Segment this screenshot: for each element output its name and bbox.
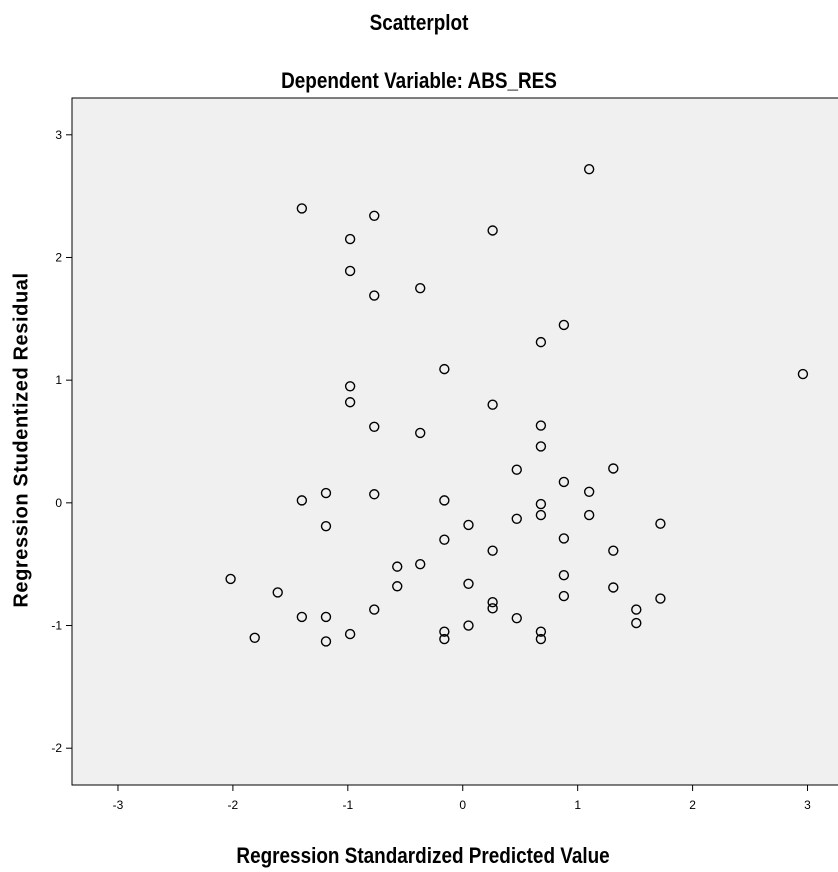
data-point — [608, 463, 619, 474]
data-point — [272, 587, 283, 598]
data-point — [487, 225, 498, 236]
data-point — [655, 593, 666, 604]
data-point — [511, 612, 522, 624]
y-tick-label: 2 — [55, 250, 62, 264]
data-point — [535, 420, 547, 431]
data-point — [463, 519, 474, 531]
y-tick-label: -2 — [51, 741, 62, 755]
y-tick-label: -1 — [51, 619, 62, 633]
x-tick-label: -3 — [113, 798, 124, 812]
y-tick-label: 0 — [55, 496, 62, 510]
data-point — [535, 633, 547, 645]
data-point — [320, 611, 332, 623]
data-point — [655, 518, 666, 529]
data-points — [225, 163, 809, 647]
data-point — [296, 203, 308, 214]
x-axis: -3 -2 -1 0 1 2 3 — [113, 785, 811, 812]
data-point — [487, 399, 498, 410]
data-point — [535, 509, 547, 521]
data-point — [344, 397, 356, 408]
data-point — [369, 489, 380, 500]
x-tick-label: -2 — [228, 798, 239, 812]
data-point — [344, 265, 356, 277]
data-point — [344, 233, 356, 245]
data-point — [535, 441, 547, 452]
data-point — [797, 368, 809, 380]
data-point — [249, 632, 260, 643]
x-tick-label: 0 — [459, 798, 466, 812]
data-point — [463, 578, 474, 590]
data-point — [439, 495, 450, 506]
data-point — [439, 534, 450, 545]
data-point — [558, 319, 570, 331]
data-point — [487, 545, 498, 556]
data-point — [320, 520, 332, 532]
data-point — [487, 603, 498, 614]
data-point — [558, 570, 570, 581]
data-point — [583, 509, 595, 521]
y-axis: -2 -1 0 1 2 3 — [51, 128, 72, 755]
data-point — [415, 558, 426, 570]
x-tick-label: -1 — [342, 798, 353, 812]
data-point — [558, 533, 570, 544]
data-point — [535, 626, 547, 637]
data-point — [369, 210, 380, 221]
data-point — [415, 282, 426, 294]
data-point — [320, 487, 332, 499]
data-point — [225, 573, 236, 585]
x-tick-label: 2 — [689, 798, 696, 812]
data-point — [511, 513, 522, 524]
data-point — [296, 495, 308, 506]
data-point — [558, 590, 570, 602]
data-point — [535, 498, 547, 510]
x-tick-label: 1 — [574, 798, 581, 812]
data-point — [463, 620, 474, 631]
data-point — [608, 545, 619, 556]
data-point — [320, 636, 332, 647]
data-point — [369, 421, 380, 432]
data-point — [631, 617, 642, 629]
chart-subtitle: Dependent Variable: ABS_RES — [281, 68, 557, 93]
data-point — [344, 628, 356, 640]
data-point — [608, 582, 619, 593]
data-point — [392, 581, 403, 592]
data-point — [369, 290, 380, 301]
data-point — [487, 597, 498, 608]
data-point — [439, 626, 450, 637]
y-axis-label: Regression Studentized Residual — [10, 272, 33, 608]
data-point — [439, 633, 450, 645]
data-point — [392, 561, 403, 572]
data-point — [583, 486, 595, 497]
x-axis-label: Regression Standardized Predicted Value — [236, 843, 610, 868]
plot-area — [71, 97, 838, 786]
data-point — [369, 604, 380, 615]
data-point — [558, 476, 570, 488]
chart-title: Scatterplot — [369, 10, 469, 35]
data-point — [439, 363, 450, 375]
y-tick-label: 3 — [55, 128, 62, 142]
x-tick-label: 3 — [804, 798, 811, 812]
data-point — [511, 464, 522, 475]
data-point — [535, 336, 547, 348]
data-point — [415, 427, 426, 439]
data-point — [631, 604, 642, 615]
y-tick-label: 1 — [55, 373, 62, 387]
data-point — [344, 381, 356, 392]
data-point — [583, 163, 595, 175]
data-point — [296, 611, 308, 623]
